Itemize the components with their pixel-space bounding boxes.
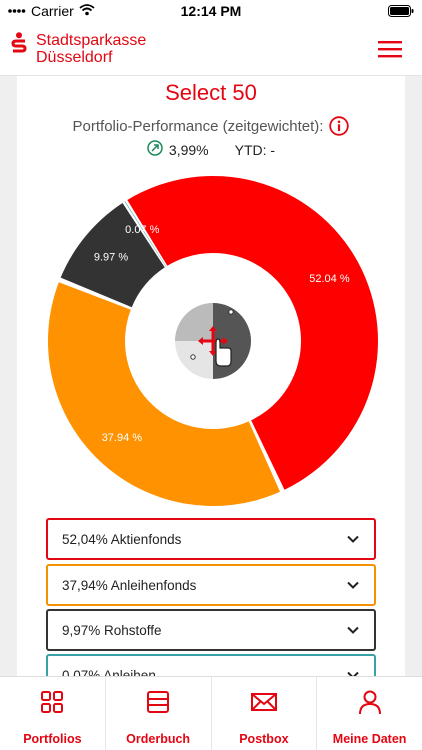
hamburger-menu-icon[interactable] — [378, 39, 402, 59]
brand-name: Stadtsparkasse Düsseldorf — [36, 32, 146, 66]
carrier-name: Carrier — [31, 3, 74, 19]
legend-row-label: 9,97% Rohstoffe — [62, 622, 162, 638]
app-header: Stadtsparkasse Düsseldorf — [0, 22, 422, 76]
tab-label: Portfolios — [23, 732, 82, 746]
donut-label-anleihen: 0.07 % — [125, 224, 159, 236]
legend-row-label: 0,07% Anleihen — [62, 667, 156, 677]
portfolio-card: Select 50 Portfolio-Performance (zeitgew… — [17, 76, 405, 676]
legend-row-label: 52,04% Aktienfonds — [62, 531, 182, 547]
legend-row[interactable]: 37,94% Anleihenfonds — [46, 564, 376, 606]
fund-title: Select 50 — [165, 80, 257, 105]
battery-icon — [388, 4, 414, 20]
brand-line-2: Düsseldorf — [36, 49, 113, 66]
chevron-down-icon[interactable] — [346, 668, 360, 676]
legend-row[interactable]: 52,04% Aktienfonds — [46, 518, 376, 560]
legend-row[interactable]: 0,07% Anleihen — [46, 654, 376, 676]
brand-line-1: Stadtsparkasse — [36, 32, 147, 49]
tab-label: Orderbuch — [126, 732, 191, 746]
bottom-tab-bar: Portfolios Orderbuch Postbox Meine Daten — [0, 676, 422, 750]
grid-icon — [39, 689, 65, 720]
status-bar: Carrier 12:14 PM — [0, 0, 422, 22]
brand-logo[interactable]: Stadtsparkasse Düsseldorf — [10, 32, 146, 66]
chevron-down-icon[interactable] — [346, 623, 360, 637]
performance-row: Portfolio-Performance (zeitgewichtet): — [17, 116, 405, 136]
donut-label-aktienfonds: 52.04 % — [309, 273, 350, 285]
donut-slice-rohstoffe[interactable] — [45, 202, 174, 331]
tab-orderbuch[interactable]: Orderbuch — [106, 677, 212, 750]
tab-portfolios[interactable]: Portfolios — [0, 677, 106, 750]
tab-postbox[interactable]: Postbox — [212, 677, 318, 750]
performance-value: 3,99% — [168, 141, 209, 158]
rotate-gesture-icon — [175, 303, 251, 379]
status-left: Carrier — [8, 3, 95, 19]
donut-slice-aktienfonds[interactable] — [110, 166, 405, 491]
trend-up-icon — [147, 140, 163, 159]
person-icon — [357, 689, 383, 720]
donut-label-rohstoffe: 9.97 % — [94, 251, 128, 263]
ytd-row: 3,99% YTD: - — [17, 140, 405, 159]
info-icon[interactable] — [329, 116, 350, 136]
donut-label-anleihenfonds: 37.94 % — [102, 432, 143, 444]
performance-label: Portfolio-Performance (zeitgewichtet): — [72, 117, 324, 135]
signal-dots-icon — [8, 3, 26, 19]
ytd-value: YTD: - — [234, 141, 276, 158]
tab-label: Meine Daten — [332, 732, 407, 746]
tab-label: Postbox — [239, 732, 289, 746]
legend-row[interactable]: 9,97% Rohstoffe — [46, 609, 376, 651]
chevron-down-icon[interactable] — [346, 532, 360, 546]
chevron-down-icon[interactable] — [346, 578, 360, 592]
status-time: 12:14 PM — [180, 3, 242, 19]
tab-meine-daten[interactable]: Meine Daten — [317, 677, 422, 750]
envelope-icon — [250, 689, 277, 720]
donut-slice-anleihen[interactable] — [124, 201, 167, 267]
allocation-donut-chart[interactable]: 52.04 % 37.94 % 9.97 % 0.07 % — [17, 166, 405, 511]
wifi-icon — [79, 3, 95, 19]
legend-row-label: 37,94% Anleihenfonds — [62, 577, 197, 593]
donut-slice-anleihenfonds[interactable] — [17, 236, 289, 511]
sparkasse-logo-icon — [10, 32, 28, 61]
orderbook-icon — [145, 689, 171, 720]
